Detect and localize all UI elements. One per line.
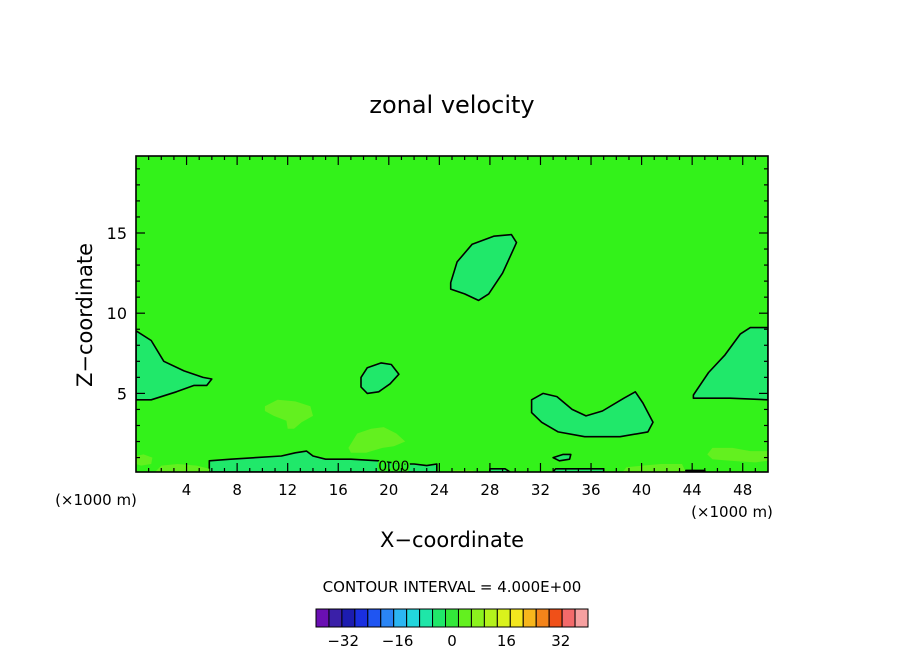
colorbar-tick-labels: −32 −16 0 16 32 (327, 632, 570, 650)
colorbar-tick-label: −16 (382, 632, 414, 650)
colorbar-swatch (483, 608, 498, 628)
colorbar (315, 608, 589, 628)
colorbar-tick-label: 0 (447, 632, 457, 650)
y-axis-label: Z−coordinate (73, 243, 97, 387)
x-tick-label: 40 (632, 481, 651, 499)
colorbar-swatch (548, 608, 563, 628)
contour-region-7 (208, 450, 438, 472)
chart-title: zonal velocity (369, 91, 534, 119)
colorbar-swatch (406, 608, 421, 628)
y-tick-label: 10 (107, 304, 127, 323)
colorbar-swatch (457, 608, 472, 628)
y-tick-label: 15 (107, 224, 127, 243)
x-tick-label: 8 (232, 481, 242, 499)
contour-region-13 (136, 454, 153, 466)
x-axis-ticks: 4 8 12 16 20 24 28 32 36 40 44 48 (148, 156, 756, 499)
contour-region-12 (348, 427, 406, 453)
colorbar-swatch (367, 608, 382, 628)
plot-area: 0.00 (135, 155, 769, 477)
colorbar-swatch (509, 608, 524, 628)
x-tick-label: 4 (182, 481, 192, 499)
colorbar-swatch (561, 608, 576, 628)
contour-region-3 (360, 362, 400, 395)
colorbar-swatch (432, 608, 447, 628)
colorbar-swatch (445, 608, 459, 628)
x-units-left: (×1000 m) (55, 491, 137, 509)
x-tick-label: 24 (430, 481, 449, 499)
contour-interval-text: CONTOUR INTERVAL = 4.000E+00 (323, 578, 582, 596)
x-tick-label: 36 (581, 481, 600, 499)
contour-region-2 (449, 233, 518, 302)
colorbar-swatch (393, 608, 408, 628)
colorbar-swatch (496, 608, 511, 628)
contour-region-11 (264, 399, 313, 429)
colorbar-swatch (522, 608, 537, 628)
contour-region-5 (692, 326, 768, 401)
colorbar-tick-label: −32 (327, 632, 359, 650)
x-tick-label: 20 (379, 481, 398, 499)
x-axis-label: X−coordinate (380, 528, 524, 552)
colorbar-swatch (315, 608, 330, 628)
colorbar-tick-label: 16 (497, 632, 516, 650)
colorbar-swatch (535, 608, 550, 628)
contour-region-6 (552, 453, 572, 462)
colorbar-swatch (328, 608, 343, 628)
colorbar-swatch (341, 608, 356, 628)
colorbar-swatch (574, 608, 589, 628)
colorbar-swatch (380, 608, 395, 628)
x-tick-label: 28 (480, 481, 499, 499)
x-tick-label: 12 (278, 481, 297, 499)
colorbar-swatch (354, 608, 369, 628)
x-tick-label: 48 (733, 481, 752, 499)
plot-background (136, 156, 768, 472)
contour-region-15 (707, 447, 768, 463)
contour-region-4 (530, 390, 654, 438)
colorbar-swatch (470, 608, 485, 628)
x-units-right: (×1000 m) (691, 503, 773, 521)
y-tick-label: 5 (117, 384, 127, 403)
contour-region-14 (155, 464, 210, 472)
colorbar-tick-label: 32 (551, 632, 570, 650)
colorbar-swatch (419, 608, 434, 628)
x-tick-label: 16 (329, 481, 348, 499)
x-tick-label: 32 (531, 481, 550, 499)
contour-region-1 (136, 329, 213, 401)
x-tick-label: 44 (683, 481, 702, 499)
y-axis-ticks: 5 10 15 (107, 168, 768, 459)
